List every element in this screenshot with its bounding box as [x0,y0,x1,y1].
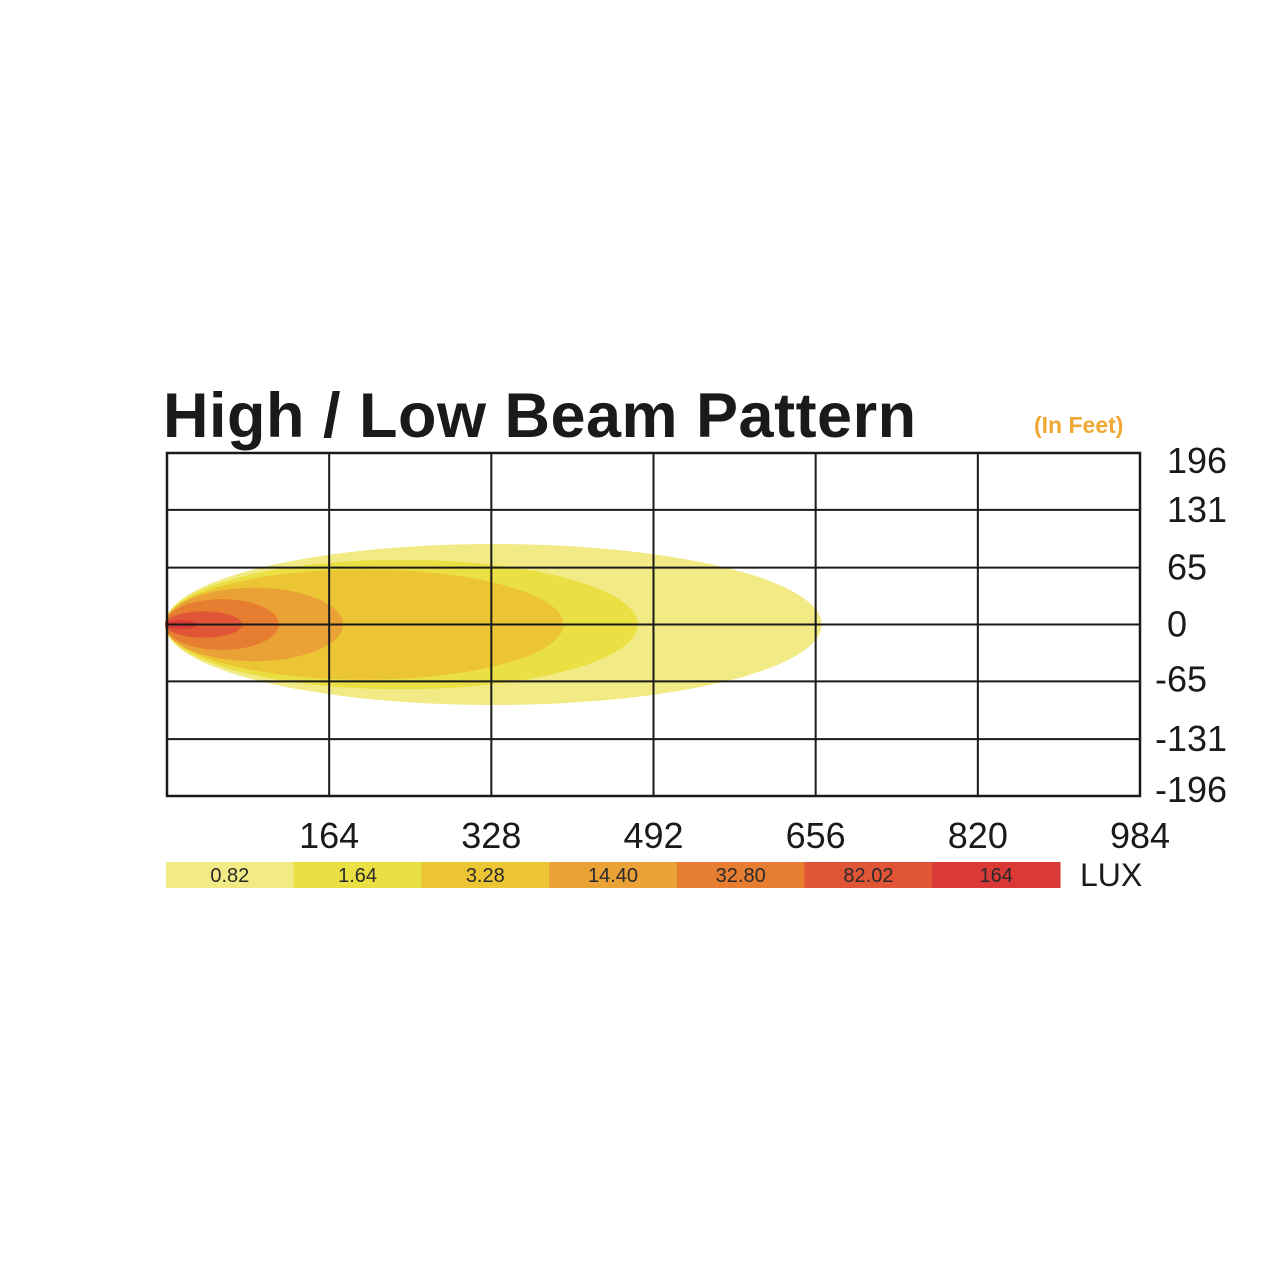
legend-swatch [421,862,550,888]
grid-lines [165,451,1142,798]
legend-label: 82.02 [843,865,893,887]
legend-label: 164 [979,865,1012,887]
legend-label: 1.64 [338,865,377,887]
legend-unit-label: LUX [1080,857,1143,893]
y-tick-label: -65 [1155,658,1207,699]
y-tick-label: 131 [1167,489,1227,530]
x-tick-label: 820 [948,815,1008,856]
legend-swatch [549,862,678,888]
legend-label: 0.82 [210,865,249,887]
lux-legend: 0.82 1.64 3.28 14.40 32.80 82.02 164 [166,862,1061,888]
x-tick-label: 328 [461,815,521,856]
legend-swatch [932,862,1061,888]
chart-title: High / Low Beam Pattern [163,381,917,451]
x-tick-labels: 164 328 492 656 820 984 [299,815,1170,856]
unit-note: (In Feet) [1034,412,1124,438]
y-tick-label: 196 [1167,440,1227,481]
plot-frame [165,451,1142,798]
y-tick-label: 65 [1167,547,1207,588]
legend-swatch [293,862,422,888]
legend-swatch [804,862,933,888]
y-tick-label: -131 [1155,718,1227,759]
x-tick-label: 984 [1110,815,1170,856]
y-tick-label: 0 [1167,604,1187,645]
y-tick-labels: 196 131 65 0 -65 -131 -196 [1155,440,1227,810]
legend-label: 3.28 [466,865,505,887]
legend-label: 14.40 [588,865,638,887]
x-tick-label: 164 [299,815,359,856]
x-tick-label: 656 [786,815,846,856]
legend-swatch [166,862,295,888]
y-tick-label: -196 [1155,769,1227,810]
x-tick-label: 492 [623,815,683,856]
legend-swatch [676,862,806,888]
legend-label: 32.80 [716,865,766,887]
